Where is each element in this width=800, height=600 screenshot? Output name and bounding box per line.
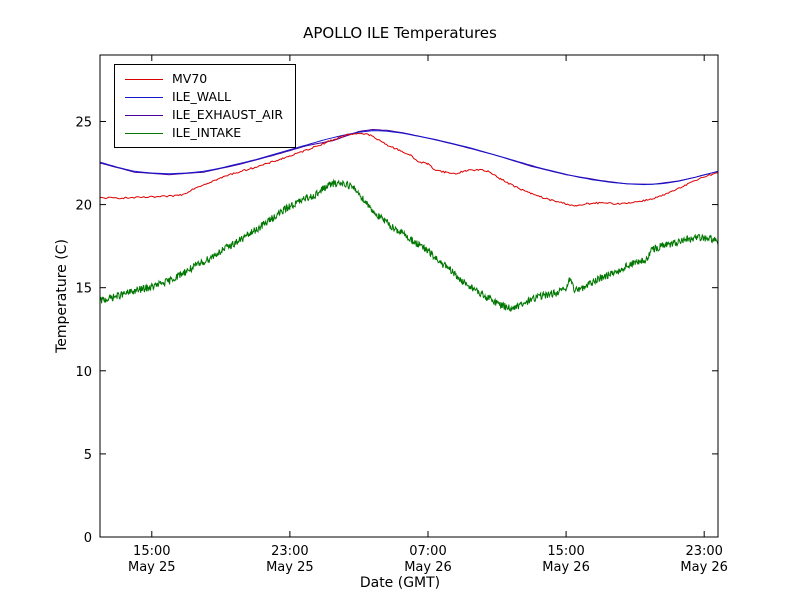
x-tick-label-time: 15:00 — [133, 544, 170, 559]
x-tick-label-date: May 25 — [266, 560, 314, 575]
x-tick-label-date: May 26 — [680, 560, 728, 575]
legend-line-swatch — [125, 78, 163, 80]
y-tick-label: 15 — [75, 282, 92, 297]
legend-item-ILE_EXHAUST_AIR: ILE_EXHAUST_AIR — [125, 106, 283, 124]
legend-line-swatch — [125, 96, 163, 98]
series-line-ILE_INTAKE — [99, 178, 719, 313]
y-tick-label: 20 — [75, 199, 92, 214]
series-line-ILE_WALL — [99, 130, 719, 186]
legend-label: MV70 — [172, 71, 208, 86]
x-axis-label: Date (GMT) — [359, 575, 441, 591]
x-tick-label-time: 15:00 — [547, 544, 584, 559]
legend-label: ILE_INTAKE — [172, 125, 242, 140]
legend-label: ILE_EXHAUST_AIR — [172, 107, 284, 122]
x-tick-label-time: 23:00 — [271, 544, 308, 559]
x-tick-label-time: 07:00 — [409, 544, 446, 559]
legend-line-swatch — [125, 114, 163, 116]
x-tick-label-date: May 26 — [404, 560, 452, 575]
legend: MV70 ILE_WALL ILE_EXHAUST_AIR ILE_INTAKE — [114, 64, 297, 148]
axes-frame — [99, 54, 719, 538]
y-tick-label: 10 — [75, 365, 92, 380]
series-line-MV70 — [99, 132, 719, 207]
x-tick-label-time: 23:00 — [685, 544, 722, 559]
y-tick-label: 5 — [84, 448, 92, 463]
legend-item-ILE_WALL: ILE_WALL — [125, 88, 283, 106]
legend-label: ILE_WALL — [172, 89, 231, 104]
chart-title: APOLLO ILE Temperatures — [303, 24, 497, 42]
legend-line-swatch — [125, 132, 163, 134]
legend-item-MV70: MV70 — [125, 70, 283, 88]
legend-item-ILE_INTAKE: ILE_INTAKE — [125, 124, 283, 142]
y-tick-label: 0 — [84, 531, 92, 546]
y-tick-label: 25 — [75, 115, 92, 130]
x-tick-label-date: May 25 — [128, 560, 176, 575]
x-tick-label-date: May 26 — [542, 560, 590, 575]
y-axis-label: Temperature (C) — [54, 239, 70, 353]
